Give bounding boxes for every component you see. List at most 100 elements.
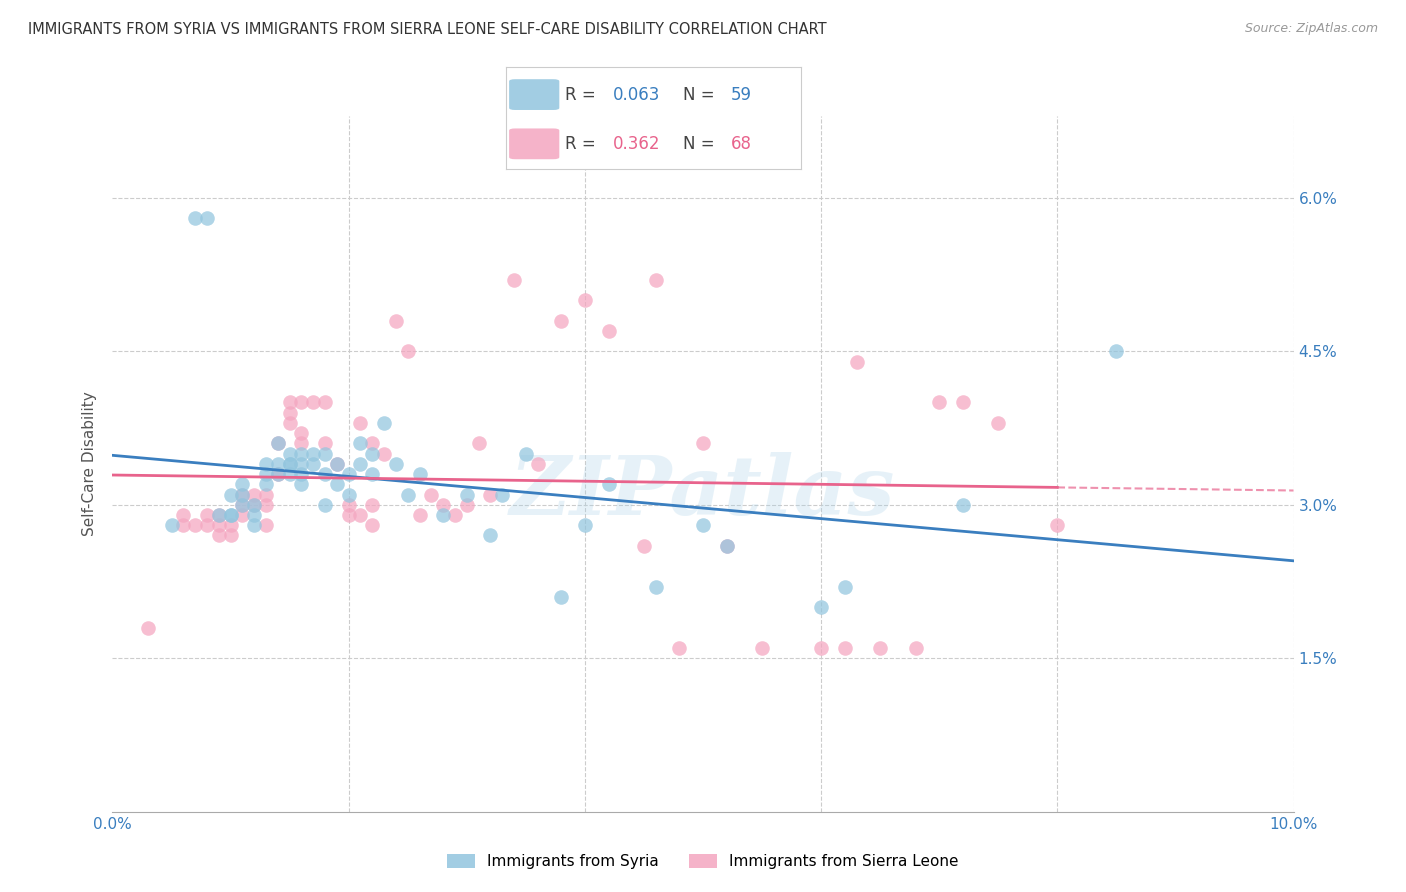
Point [373,447,395,461]
Point [904,640,927,655]
Point [302,447,325,461]
Point [361,498,384,512]
Point [349,508,371,522]
Point [349,436,371,450]
Point [420,487,443,501]
Point [810,640,832,655]
Point [290,447,312,461]
Point [184,211,207,226]
Point [337,467,360,481]
Point [479,528,502,542]
Point [208,508,231,522]
Point [692,518,714,533]
Point [278,395,301,409]
Point [184,518,207,533]
Point [444,508,467,522]
Point [231,487,253,501]
Text: R =: R = [565,135,602,153]
Point [361,467,384,481]
Point [396,487,419,501]
Point [267,457,290,471]
Point [172,508,194,522]
Point [219,528,242,542]
FancyBboxPatch shape [509,128,560,159]
Point [396,344,419,359]
Point [254,467,277,481]
Point [243,487,266,501]
Point [751,640,773,655]
Point [314,447,336,461]
Point [314,436,336,450]
Point [243,498,266,512]
Point [208,508,231,522]
Point [432,508,454,522]
Point [243,518,266,533]
Point [845,354,868,368]
Point [314,467,336,481]
Point [326,457,349,471]
Point [456,498,478,512]
Text: N =: N = [683,135,720,153]
Point [231,477,253,491]
Point [136,621,159,635]
Point [326,457,349,471]
Point [326,477,349,491]
Point [290,457,312,471]
Point [290,467,312,481]
Point [503,273,526,287]
Point [231,498,253,512]
Text: 68: 68 [731,135,752,153]
Point [267,436,290,450]
Point [337,487,360,501]
Legend: Immigrants from Syria, Immigrants from Sierra Leone: Immigrants from Syria, Immigrants from S… [441,847,965,875]
Point [278,457,301,471]
Point [278,406,301,420]
Point [278,457,301,471]
Point [278,467,301,481]
Point [385,457,408,471]
Point [267,436,290,450]
Point [952,395,974,409]
Point [254,457,277,471]
Point [1046,518,1069,533]
Point [290,395,312,409]
Point [231,498,253,512]
Point [432,498,454,512]
Point [195,508,218,522]
FancyBboxPatch shape [509,79,560,110]
Point [290,436,312,450]
Point [1105,344,1128,359]
Point [952,498,974,512]
Text: R =: R = [565,86,602,103]
Point [195,211,218,226]
Point [644,580,666,594]
Point [928,395,950,409]
Point [361,436,384,450]
Text: 0.063: 0.063 [613,86,659,103]
Point [692,436,714,450]
Point [278,447,301,461]
Point [598,477,620,491]
Point [267,467,290,481]
Point [254,518,277,533]
Point [515,447,537,461]
Point [361,518,384,533]
Point [302,395,325,409]
Point [361,447,384,461]
Point [479,487,502,501]
Point [219,487,242,501]
Point [172,518,194,533]
Point [302,457,325,471]
Point [254,498,277,512]
Point [278,416,301,430]
Point [633,539,655,553]
Point [385,313,408,327]
Point [208,528,231,542]
Point [208,518,231,533]
Text: ZIPatlas: ZIPatlas [510,451,896,532]
Point [574,518,596,533]
Text: Source: ZipAtlas.com: Source: ZipAtlas.com [1244,22,1378,36]
Point [550,590,572,604]
Point [337,498,360,512]
Point [467,436,489,450]
